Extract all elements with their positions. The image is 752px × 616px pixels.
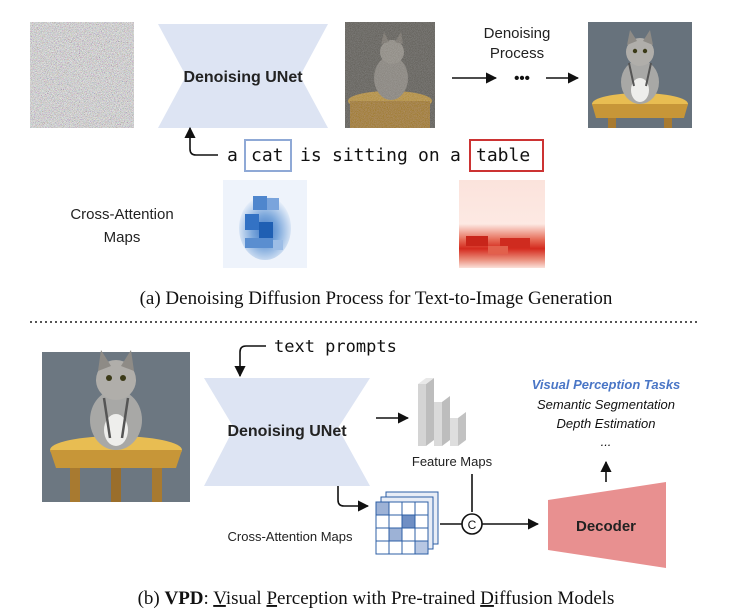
process-label-line2: Process (490, 45, 544, 62)
attention-label-line1: Cross-Attention (70, 206, 173, 223)
clean-cat-image (588, 22, 692, 128)
input-cat-image (42, 350, 190, 502)
ellipsis-text: ••• (514, 70, 530, 87)
caption-b-part: P (266, 588, 277, 609)
feature-maps-icon (418, 378, 466, 446)
caption-b-part: D (480, 588, 494, 609)
prompt-word: is (300, 145, 322, 166)
caption-a: (a) Denoising Diffusion Process for Text… (140, 288, 613, 309)
prompt-arrow-b (234, 345, 266, 378)
caption-b-part: : (204, 588, 214, 609)
decoder-shape (548, 482, 666, 568)
caption-b-part: erception with Pre-trained (277, 588, 480, 609)
attention-grid-icon (375, 491, 439, 555)
caption-b: (b) VPD: Visual Perception with Pre-trai… (138, 588, 615, 609)
caption-b-bold: VPD (164, 588, 203, 609)
prompt-word: sitting (332, 145, 408, 166)
prompt-word: a (227, 145, 238, 166)
unet-label-b: Denoising UNet (227, 423, 347, 440)
unet-label-a: Denoising UNet (183, 69, 303, 86)
cross-attention-label: Cross-Attention Maps (228, 529, 353, 544)
panel-a: Denoising UNet Denoising Process ••• (30, 22, 692, 309)
process-label-line1: Denoising (484, 25, 551, 42)
prompt-word-cat: cat (251, 145, 284, 166)
attention-arrow (337, 486, 370, 512)
noisy-cat-image (345, 22, 435, 128)
table-highlight-box (469, 139, 544, 172)
attention-label-line2: Maps (104, 229, 141, 246)
prompt-arrow (184, 126, 218, 156)
concat-symbol: C (468, 518, 477, 532)
decoder-label: Decoder (576, 518, 636, 535)
prompt-word: on (418, 145, 440, 166)
noise-image (30, 22, 134, 128)
table-attention-map (459, 180, 545, 268)
caption-b-part: isual (226, 588, 267, 609)
caption-b-prefix: (b) (138, 588, 165, 609)
feature-maps-label: Feature Maps (412, 454, 493, 469)
caption-b-part: iffusion Models (494, 588, 615, 609)
panel-b: text prompts Denoising UNet Feature Maps (42, 337, 680, 609)
unet-shape-b (204, 378, 370, 486)
caption-b-part: V (213, 588, 227, 609)
cat-highlight-box (244, 139, 292, 172)
unet-shape-a (158, 24, 328, 128)
task-item: Semantic Segmentation (537, 397, 675, 412)
text-prompts-label: text prompts (274, 337, 397, 357)
task-item: ... (601, 434, 612, 449)
tasks-title: Visual Perception Tasks (532, 377, 681, 392)
cat-attention-map (223, 180, 307, 268)
prompt-word: a (450, 145, 461, 166)
prompt-sentence: a cat is sitting on a table (227, 139, 544, 172)
task-item: Depth Estimation (557, 416, 656, 431)
prompt-word-table: table (476, 145, 530, 166)
